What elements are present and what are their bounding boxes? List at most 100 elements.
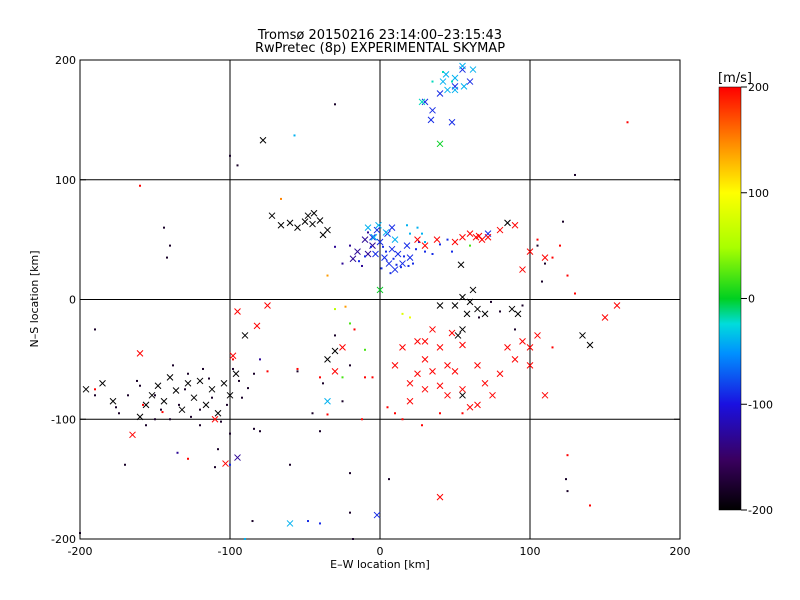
data-point-dot (178, 403, 180, 406)
data-point-cross (433, 236, 441, 243)
cross-stroke (319, 231, 327, 239)
cross-stroke (541, 391, 549, 399)
colorbar-gradient (718, 86, 742, 511)
cross-stroke (376, 286, 384, 294)
data-point-cross (459, 326, 466, 333)
data-point-dot (293, 134, 296, 137)
cross-stroke (436, 382, 444, 390)
chart-title: Tromsø 20150216 23:14:00–23:15:43 (257, 28, 502, 43)
data-point-cross (526, 362, 534, 369)
data-point-cross (459, 385, 466, 393)
data-point-dot (334, 308, 336, 311)
data-point-dot (367, 231, 369, 234)
cross-stroke (196, 377, 204, 385)
data-point-dot (371, 376, 374, 379)
data-point-cross (466, 298, 474, 306)
cross-stroke (364, 224, 372, 232)
data-point-cross (376, 286, 384, 294)
data-point-dot (127, 394, 129, 397)
data-point-dot (544, 262, 546, 265)
cross-stroke (496, 226, 504, 234)
data-point-cross (526, 248, 534, 255)
data-point-cross (190, 394, 198, 402)
data-point-cross (459, 341, 466, 349)
cross-stroke (519, 266, 526, 273)
data-point-dot (259, 430, 261, 433)
data-point-dot (241, 396, 243, 399)
data-point-dot (211, 396, 213, 399)
data-point-dot (358, 260, 360, 263)
data-point-dot (247, 387, 249, 390)
axis-ticks: -200 -100 0 100 200 -200 -100 0 100 200 (51, 54, 690, 558)
data-point-cross (444, 362, 451, 369)
data-point-dot (409, 316, 411, 319)
cross-stroke (475, 232, 483, 240)
data-point-dot (551, 346, 554, 349)
data-point-cross (414, 338, 421, 345)
cross-stroke (421, 338, 429, 345)
data-point-cross (109, 397, 117, 405)
data-point-cross (519, 338, 526, 345)
data-point-dot (322, 382, 324, 385)
data-point-dot (394, 412, 396, 415)
data-point-cross (253, 322, 261, 330)
cross-stroke (429, 367, 436, 375)
data-point-cross (579, 332, 586, 339)
data-point-cross (136, 350, 144, 357)
cross-stroke (504, 219, 511, 227)
data-point-cross (202, 401, 210, 409)
data-point-dot (289, 463, 291, 466)
data-point-cross (376, 238, 384, 246)
data-point-dot (451, 250, 453, 253)
cross-stroke (294, 224, 301, 232)
data-point-dot (154, 418, 156, 421)
data-point-dot (94, 388, 96, 391)
data-point-cross (436, 140, 444, 148)
data-point-cross (429, 367, 436, 375)
data-point-cross (234, 308, 241, 315)
data-point-dot (559, 244, 561, 247)
data-point-cross (457, 261, 465, 269)
cross-stroke (439, 78, 447, 85)
cross-stroke (178, 406, 186, 414)
data-point-dot (341, 376, 344, 379)
data-point-cross (406, 397, 414, 405)
data-point-cross (511, 221, 519, 229)
cross-stroke (391, 266, 399, 273)
data-point-cross (304, 212, 312, 220)
data-point-cross (489, 391, 496, 399)
data-point-dot (217, 448, 219, 451)
cross-stroke (421, 356, 429, 363)
data-point-dot (566, 490, 569, 493)
data-point-cross (526, 344, 534, 351)
cross-stroke (391, 362, 399, 369)
data-point-cross (361, 236, 369, 243)
cross-stroke (388, 224, 396, 232)
cross-stroke (373, 226, 381, 234)
data-point-dot (266, 370, 269, 373)
data-point-cross (511, 356, 519, 363)
colorbar-tick-label: -200 (748, 504, 773, 517)
data-point-dot (431, 80, 434, 83)
data-point-dot (334, 245, 336, 248)
cross-stroke (354, 248, 361, 255)
data-point-cross (184, 379, 192, 387)
data-point-dot (311, 412, 314, 415)
data-point-cross (451, 367, 459, 375)
data-point-dot (392, 257, 395, 260)
cross-stroke (526, 344, 534, 351)
data-point-dot (421, 424, 423, 427)
data-point-dot (326, 413, 329, 416)
cross-stroke (469, 286, 477, 294)
data-point-cross (375, 221, 382, 229)
data-point-cross (196, 377, 204, 385)
data-point-cross (414, 236, 421, 243)
data-point-dot (115, 406, 117, 409)
data-points (79, 62, 629, 540)
data-point-dot (541, 280, 543, 283)
data-point-dot (349, 364, 351, 367)
cross-stroke (373, 511, 381, 519)
data-point-cross (469, 286, 477, 294)
data-point-cross (172, 387, 180, 394)
cross-stroke (361, 236, 369, 243)
